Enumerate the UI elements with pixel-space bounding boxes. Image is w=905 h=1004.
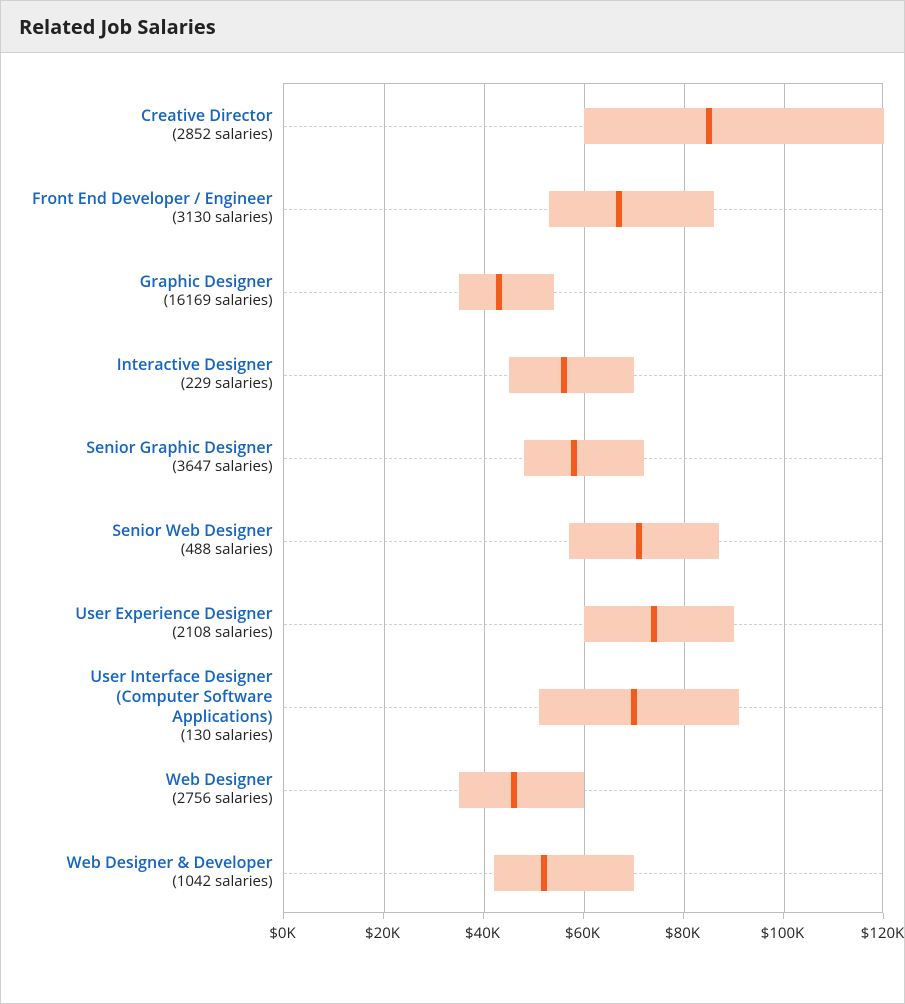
job-title-link[interactable]: Senior Graphic Designer bbox=[23, 437, 273, 457]
x-tick-mark bbox=[683, 913, 684, 919]
salary-range-bar bbox=[459, 772, 584, 808]
salary-median-mark bbox=[651, 606, 657, 642]
job-title-link[interactable]: User Interface Designer (Computer Softwa… bbox=[23, 666, 273, 726]
job-count-label: (3647 salaries) bbox=[23, 457, 273, 476]
x-tick-mark bbox=[383, 913, 384, 919]
salary-range-bar bbox=[584, 606, 734, 642]
row-guide bbox=[284, 624, 882, 625]
job-count-label: (229 salaries) bbox=[23, 374, 273, 393]
job-label: Graphic Designer(16169 salaries) bbox=[23, 271, 273, 310]
salary-median-mark bbox=[571, 440, 577, 476]
job-label: User Experience Designer(2108 salaries) bbox=[23, 603, 273, 642]
x-tick-mark bbox=[583, 913, 584, 919]
job-count-label: (130 salaries) bbox=[23, 726, 273, 745]
job-title-link[interactable]: Web Designer bbox=[23, 769, 273, 789]
job-title-link[interactable]: Graphic Designer bbox=[23, 271, 273, 291]
job-count-label: (488 salaries) bbox=[23, 540, 273, 559]
salary-range-bar bbox=[524, 440, 644, 476]
x-tick-label: $120K bbox=[861, 923, 905, 943]
x-tick-label: $80K bbox=[665, 923, 700, 943]
salary-median-mark bbox=[496, 274, 502, 310]
x-tick-label: $0K bbox=[269, 923, 295, 943]
x-tick-label: $20K bbox=[365, 923, 400, 943]
x-tick-label: $40K bbox=[465, 923, 500, 943]
salary-median-mark bbox=[616, 191, 622, 227]
job-label: Interactive Designer(229 salaries) bbox=[23, 354, 273, 393]
job-count-label: (3130 salaries) bbox=[23, 208, 273, 227]
salary-range-bar bbox=[509, 357, 634, 393]
x-tick-mark bbox=[483, 913, 484, 919]
job-label: Senior Web Designer(488 salaries) bbox=[23, 520, 273, 559]
job-label: Creative Director(2852 salaries) bbox=[23, 105, 273, 144]
salary-median-mark bbox=[541, 855, 547, 891]
salary-median-mark bbox=[511, 772, 517, 808]
salary-median-mark bbox=[631, 689, 637, 725]
plot-area bbox=[283, 83, 883, 913]
salary-range-bar bbox=[539, 689, 739, 725]
salary-median-mark bbox=[561, 357, 567, 393]
x-tick-mark bbox=[883, 913, 884, 919]
salary-range-bar bbox=[549, 191, 714, 227]
job-count-label: (16169 salaries) bbox=[23, 291, 273, 310]
salary-range-bar bbox=[494, 855, 634, 891]
x-tick-label: $60K bbox=[565, 923, 600, 943]
salary-median-mark bbox=[636, 523, 642, 559]
job-count-label: (1042 salaries) bbox=[23, 872, 273, 891]
job-label: Web Designer(2756 salaries) bbox=[23, 769, 273, 808]
job-title-link[interactable]: Interactive Designer bbox=[23, 354, 273, 374]
job-label: Web Designer & Developer(1042 salaries) bbox=[23, 852, 273, 891]
job-title-link[interactable]: Front End Developer / Engineer bbox=[23, 188, 273, 208]
job-title-link[interactable]: User Experience Designer bbox=[23, 603, 273, 623]
x-tick-mark bbox=[783, 913, 784, 919]
job-label: Senior Graphic Designer(3647 salaries) bbox=[23, 437, 273, 476]
job-title-link[interactable]: Creative Director bbox=[23, 105, 273, 125]
salary-chart: $0K$20K$40K$60K$80K$100K$120KCreative Di… bbox=[23, 83, 883, 963]
job-label: Front End Developer / Engineer(3130 sala… bbox=[23, 188, 273, 227]
salary-panel: Related Job Salaries $0K $20K $40K $60K $80K… bbox=[0, 0, 905, 1004]
salary-range-bar bbox=[584, 108, 884, 144]
job-count-label: (2108 salaries) bbox=[23, 623, 273, 642]
x-tick-mark bbox=[283, 913, 284, 919]
job-title-link[interactable]: Web Designer & Developer bbox=[23, 852, 273, 872]
job-count-label: (2852 salaries) bbox=[23, 125, 273, 144]
job-label: User Interface Designer (Computer Softwa… bbox=[23, 666, 273, 745]
panel-title: Related Job Salaries bbox=[1, 1, 904, 53]
job-count-label: (2756 salaries) bbox=[23, 789, 273, 808]
salary-range-bar bbox=[459, 274, 554, 310]
job-title-link[interactable]: Senior Web Designer bbox=[23, 520, 273, 540]
salary-median-mark bbox=[706, 108, 712, 144]
row-guide bbox=[284, 292, 882, 293]
salary-range-bar bbox=[569, 523, 719, 559]
x-tick-label: $100K bbox=[761, 923, 805, 943]
panel-body: $0K $20K $40K $60K $80K $100K $120K Creative Di… bbox=[1, 53, 904, 1003]
